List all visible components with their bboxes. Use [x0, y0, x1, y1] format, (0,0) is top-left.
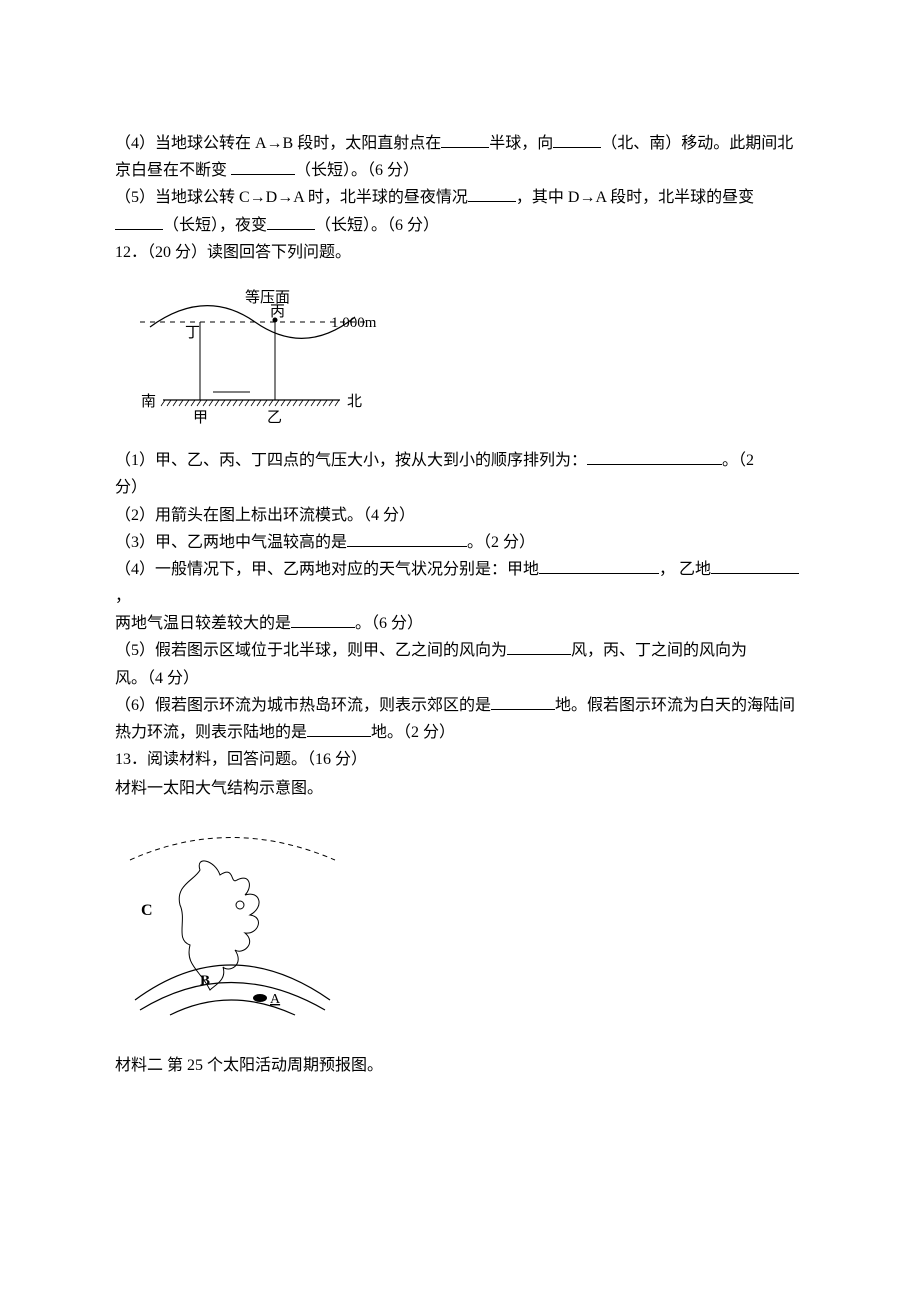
q12-p6a: （6）假若图示环流为城市热岛环流，则表示郊区的是: [115, 697, 491, 714]
q4-tail: （长短）。（6 分）: [295, 162, 419, 179]
q12-p5-blank1[interactable]: [507, 639, 571, 655]
label-d: 丁: [185, 325, 200, 341]
label-a: 甲: [193, 410, 208, 426]
question-5: （5）当地球公转 C→D→A 时，北半球的昼夜情况 ，其中 D→A 段时，北半球的…: [115, 184, 805, 238]
label-north: 北: [347, 393, 362, 410]
q12-p3b: 。（2 分）: [467, 534, 535, 551]
q4-blank-3[interactable]: [231, 159, 295, 175]
q4-blank-1[interactable]: [441, 132, 489, 148]
q12-p3a: （3）甲、乙两地中气温较高的是: [115, 534, 347, 551]
q12-p4-blank3[interactable]: [291, 612, 355, 628]
label-b: 乙: [267, 410, 282, 426]
q12-p4: （4）一般情况下，甲、乙两地对应的天气状况分别是：甲地 ， 乙地 ， 两地气温日较差…: [115, 556, 805, 638]
q5-tail: （长短）。（6 分）: [315, 217, 439, 234]
label-c: 丙: [270, 304, 285, 320]
sunspot: [253, 994, 267, 1002]
q12-p1: （1）甲、乙、丙、丁四点的气压大小，按从大到小的顺序排列为： 。（2 分）: [115, 447, 805, 501]
middle-arc-bottom: [140, 982, 325, 1010]
q12-p6: （6）假若图示环流为城市热岛环流，则表示郊区的是地。假若图示环流为白天的海陆间热…: [115, 692, 805, 746]
q12-p1c: 分）: [115, 479, 147, 496]
q12-p5b: 风，丙、丁之间的风向为: [571, 642, 747, 659]
q5-mid2: （长短），夜变: [163, 217, 267, 234]
q12-p1-blank[interactable]: [587, 449, 722, 465]
q4-prefix: （4）当地球公转在 A→B 段时，太阳直射点在: [115, 135, 441, 152]
prominence-spot: [236, 901, 244, 909]
ground-hatch: [161, 400, 339, 406]
label-B: B: [200, 973, 210, 989]
q4-mid1: 半球，向: [489, 135, 553, 152]
q12-p5a: （5）假若图示区域位于北半球，则甲、乙之间的风向为: [115, 642, 507, 659]
q12-p6c: 地。（2 分）: [371, 724, 455, 741]
q12-title: 12．（20 分）读图回答下列问题。: [115, 239, 805, 266]
q12-p4b: ， 乙地: [659, 561, 711, 578]
q12-p5: （5）假若图示区域位于北半球，则甲、乙之间的风向为 风，丙、丁之间的风向为 风。（…: [115, 637, 805, 691]
q13-title: 13．阅读材料，回答问题。（16 分）: [115, 746, 805, 773]
q4-blank-2[interactable]: [553, 132, 601, 148]
q13-mat1: 材料一太阳大气结构示意图。: [115, 775, 805, 802]
q12-p4-blank1[interactable]: [539, 558, 659, 574]
q12-p6-blank2[interactable]: [307, 721, 371, 737]
question-4: （4）当地球公转在 A→B 段时，太阳直射点在半球，向（北、南）移动。此期间北京…: [115, 130, 805, 184]
label-south: 南: [141, 393, 156, 410]
q12-p3: （3）甲、乙两地中气温较高的是 。（2 分）: [115, 529, 805, 556]
pressure-diagram: 等压面 1 000m 丙 丁 南 北 甲 乙: [115, 272, 805, 441]
pressure-diagram-svg: 等压面 1 000m 丙 丁 南 北 甲 乙: [115, 272, 395, 432]
q12-p4e: 。（6 分）: [355, 615, 423, 632]
q12-p4-blank2[interactable]: [711, 558, 799, 574]
q12-p4a: （4）一般情况下，甲、乙两地对应的天气状况分别是：甲地: [115, 561, 539, 578]
q5-mid1: ，其中 D→A 段时，北半球的昼变: [516, 189, 754, 206]
label-A: A: [270, 992, 281, 1007]
sun-atmosphere-diagram: C B A: [115, 825, 805, 1034]
q13-mat2: 材料二 第 25 个太阳活动周期预报图。: [115, 1052, 805, 1079]
q5-prefix: （5）当地球公转 C→D→A 时，北半球的昼夜情况: [115, 189, 468, 206]
q5-blank-2[interactable]: [115, 214, 163, 230]
q12-p3-blank[interactable]: [347, 531, 467, 547]
q12-p2: （2）用箭头在图上标出环流模式。（4 分）: [115, 502, 805, 529]
q12-p4d: 两地气温日较差较大的是: [115, 615, 291, 632]
q5-blank-1[interactable]: [468, 186, 516, 202]
q12-p1a: （1）甲、乙、丙、丁四点的气压大小，按从大到小的顺序排列为：: [115, 452, 587, 469]
outer-arc: [130, 837, 335, 860]
q12-p4c: ，: [115, 588, 131, 605]
label-1000m: 1 000m: [331, 315, 377, 331]
sun-diagram-svg: C B A: [115, 825, 345, 1025]
q5-blank-3[interactable]: [267, 214, 315, 230]
label-C: C: [141, 902, 153, 919]
q12-p1b: 。（2: [722, 452, 754, 469]
q12-p5c: 风。（4 分）: [115, 670, 199, 687]
q12-p6-blank1[interactable]: [491, 694, 555, 710]
